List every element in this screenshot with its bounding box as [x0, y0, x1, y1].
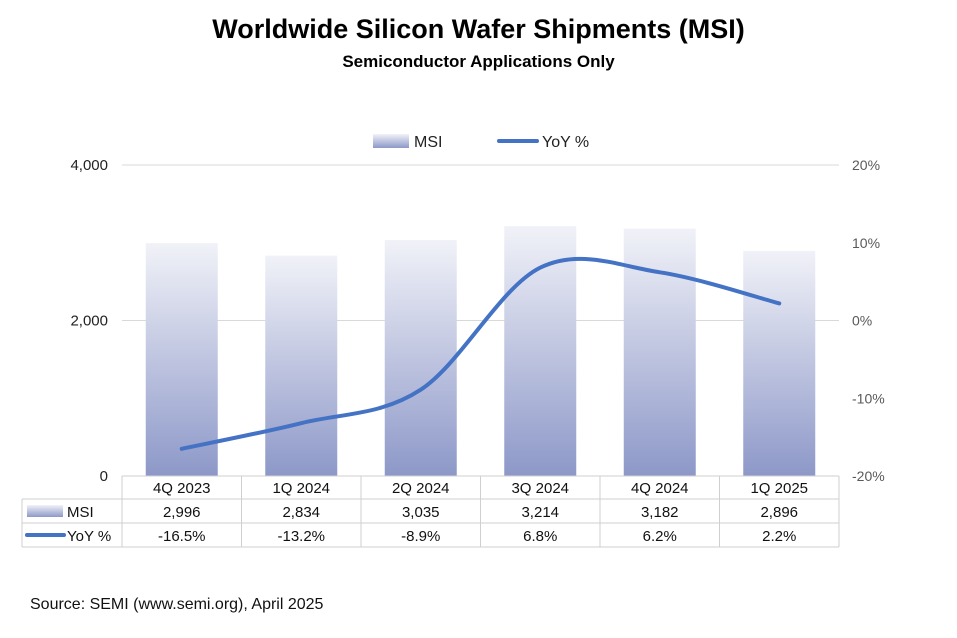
table-cell: 3,182	[641, 504, 679, 521]
right-tick-label: -20%	[852, 468, 885, 484]
right-tick-label: 20%	[852, 157, 880, 173]
legend-swatch-msi	[373, 134, 409, 148]
chart-subtitle: Semiconductor Applications Only	[342, 52, 615, 71]
table-cell: 2,896	[760, 504, 798, 521]
legend: MSI YoY %	[373, 134, 589, 151]
gridlines	[122, 164, 839, 321]
category-label: 1Q 2024	[272, 480, 330, 497]
bar	[743, 250, 816, 476]
table-row-label: MSI	[67, 504, 94, 521]
right-tick-label: 0%	[852, 313, 872, 329]
table-cell: 6.8%	[523, 528, 557, 545]
chart-title: Worldwide Silicon Wafer Shipments (MSI)	[212, 14, 745, 44]
bar	[145, 243, 218, 476]
legend-label-msi: MSI	[414, 134, 442, 151]
table-cell: 3,214	[521, 504, 559, 521]
bar	[384, 240, 457, 476]
left-axis: 0 2,000 4,000	[70, 157, 108, 485]
left-tick-label: 2,000	[70, 313, 108, 330]
table-cell: 3,035	[402, 504, 440, 521]
table-cell: 2,996	[163, 504, 201, 521]
right-axis: -20% -10% 0% 10% 20%	[852, 157, 885, 484]
source-note: Source: SEMI (www.semi.org), April 2025	[30, 596, 324, 613]
right-tick-label: -10%	[852, 390, 885, 406]
category-label: 4Q 2023	[153, 480, 211, 497]
yoy-line	[179, 256, 782, 451]
right-tick-label: 10%	[852, 235, 880, 251]
bar-series-msi	[145, 226, 816, 476]
left-tick-label: 4,000	[70, 157, 108, 174]
table-cell: -16.5%	[158, 528, 206, 545]
bar	[265, 255, 338, 476]
data-table: 4Q 2023 1Q 2024 2Q 2024 3Q 2024 4Q 2024 1Q 20…	[21, 475, 840, 548]
table-cell: 2.2%	[762, 528, 796, 545]
category-label: 4Q 2024	[631, 480, 689, 497]
line-series-yoy	[179, 256, 782, 451]
category-label: 2Q 2024	[392, 480, 450, 497]
table-cell: 6.2%	[643, 528, 677, 545]
table-cell: -13.2%	[277, 528, 325, 545]
table-row-label: YoY %	[67, 528, 111, 545]
bar	[623, 228, 696, 476]
table-cell: 2,834	[282, 504, 320, 521]
table-cell: -8.9%	[401, 528, 440, 545]
left-tick-label: 0	[100, 468, 108, 485]
legend-label-yoy: YoY %	[542, 134, 589, 151]
bar	[504, 226, 577, 476]
table-key-msi	[27, 505, 63, 517]
category-label: 3Q 2024	[511, 480, 569, 497]
category-label: 1Q 2025	[750, 480, 808, 497]
